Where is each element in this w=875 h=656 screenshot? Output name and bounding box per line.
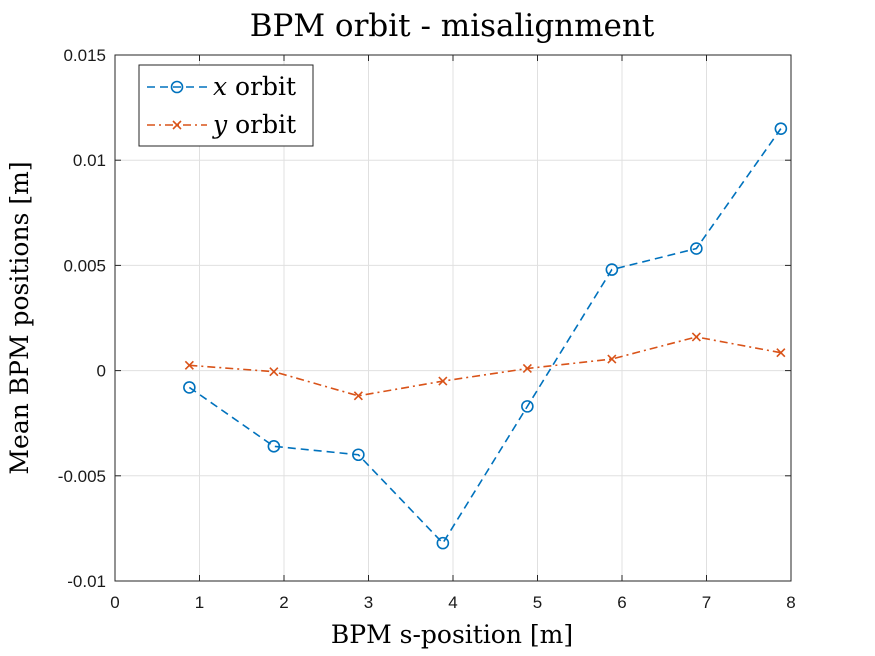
x-tick-label: 7 bbox=[702, 593, 711, 612]
x-tick-label: 2 bbox=[279, 593, 288, 612]
data-point-x bbox=[690, 242, 703, 255]
legend: x orbit y orbit bbox=[138, 64, 314, 147]
data-point-y bbox=[269, 367, 279, 377]
y-tick-label: 0.01 bbox=[73, 151, 106, 170]
x-tick-label: 0 bbox=[110, 593, 119, 612]
legend-marker bbox=[172, 120, 182, 130]
x-tick-label: 1 bbox=[195, 593, 204, 612]
x-tick-label: 4 bbox=[448, 593, 457, 612]
legend-box bbox=[138, 64, 314, 147]
chart-title: BPM orbit - misalignment bbox=[250, 8, 655, 44]
series-line-x bbox=[188, 128, 782, 545]
data-point-x bbox=[183, 381, 196, 394]
y-tick-label: -0.01 bbox=[67, 572, 106, 591]
y-axis-label: Mean BPM positions [m] bbox=[5, 161, 34, 474]
legend-label: x orbit bbox=[213, 72, 296, 101]
data-point-y bbox=[607, 354, 617, 364]
data-point-x bbox=[352, 448, 365, 462]
data-point-x bbox=[774, 122, 788, 135]
x-tick-label: 6 bbox=[617, 593, 626, 612]
series-y-orbit bbox=[184, 332, 786, 401]
data-point-y bbox=[184, 360, 194, 370]
series-x-orbit bbox=[183, 122, 788, 550]
legend-marker bbox=[170, 80, 184, 94]
data-point-y bbox=[776, 348, 786, 358]
series-layer bbox=[183, 122, 788, 550]
data-point-y bbox=[438, 376, 448, 386]
x-tick-label: 5 bbox=[533, 593, 542, 612]
x-tick-label: 3 bbox=[364, 593, 373, 612]
data-point-y bbox=[522, 363, 532, 374]
data-point-x bbox=[267, 440, 281, 453]
legend-entry-x: x orbit bbox=[147, 72, 296, 101]
data-point-y bbox=[353, 391, 363, 401]
y-tick-label: 0.015 bbox=[63, 46, 106, 65]
data-point-x bbox=[521, 400, 534, 413]
legend-entry-y: y orbit bbox=[147, 110, 296, 139]
y-tick-label: 0 bbox=[97, 362, 106, 381]
axis-ticks: 0 1 2 3 4 5 6 7 8 -0.01 -0.005 0 0.005 0.01 0.015 bbox=[58, 46, 796, 612]
y-tick-label: -0.005 bbox=[58, 467, 106, 486]
series-line-y bbox=[189, 336, 782, 397]
data-point-x bbox=[605, 263, 619, 276]
x-tick-label: 8 bbox=[786, 593, 795, 612]
data-point-y bbox=[691, 332, 701, 342]
y-tick-label: 0.005 bbox=[63, 256, 106, 275]
x-axis-label: BPM s-position [m] bbox=[331, 620, 573, 649]
data-point-x bbox=[436, 536, 450, 550]
grid-lines bbox=[114, 54, 792, 582]
legend-label: y orbit bbox=[212, 110, 296, 139]
